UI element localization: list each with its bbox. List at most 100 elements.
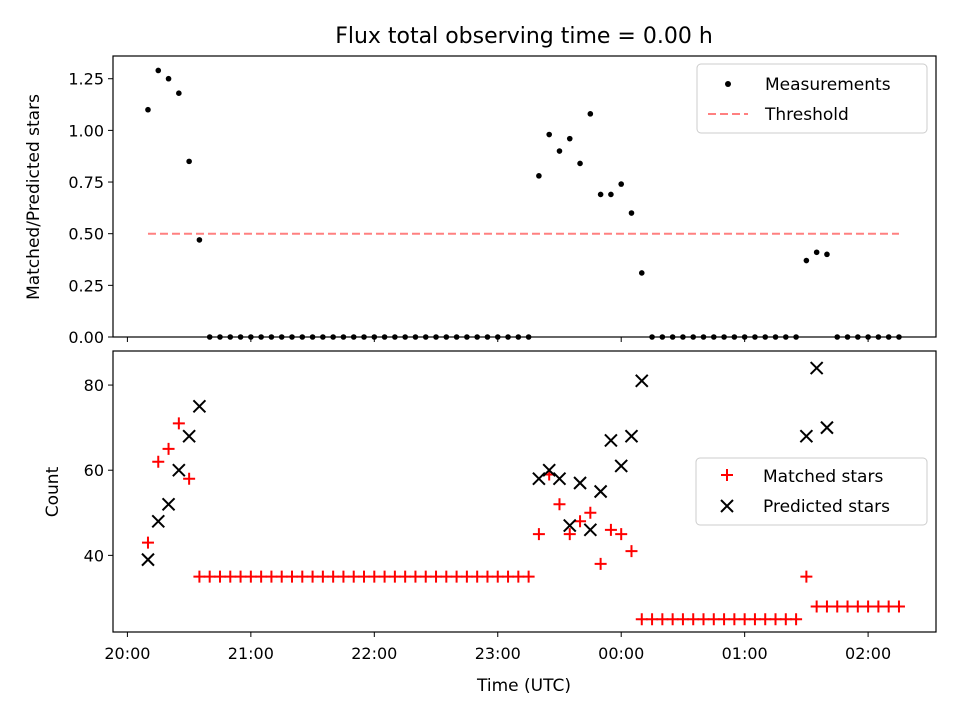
- matched-star-point: [800, 570, 813, 583]
- top-y-tick-label: 0.25: [68, 276, 104, 295]
- measurement-point: [546, 131, 552, 138]
- predicted-star-point: [614, 459, 628, 473]
- matched-star-point: [625, 545, 638, 558]
- bottom-x-tick-label: 20:00: [104, 644, 150, 663]
- top-y-tick-label: 0.00: [68, 328, 104, 347]
- matched-star-point: [419, 570, 432, 583]
- matched-star-point: [882, 600, 895, 613]
- bottom-y-tick-label: 60: [84, 461, 104, 480]
- matched-star-point: [707, 613, 720, 626]
- predicted-star-point: [192, 399, 207, 414]
- matched-star-point: [666, 613, 679, 626]
- predicted-star-point: [593, 484, 608, 499]
- matched-star-point: [532, 528, 545, 541]
- matched-star-point: [286, 570, 299, 583]
- legend-matched-label: Matched stars: [763, 467, 883, 487]
- matched-star-point: [275, 570, 288, 583]
- matched-star-point: [378, 570, 391, 583]
- matched-star-point: [358, 570, 371, 583]
- bottom-legend: Matched stars Predicted stars: [695, 457, 928, 526]
- measurement-point: [155, 67, 162, 74]
- top-y-axis-label: Matched/Predicted stars: [24, 94, 44, 300]
- matched-star-point: [553, 498, 566, 511]
- matched-star-point: [676, 613, 689, 626]
- matched-star-point: [337, 570, 350, 583]
- matched-star-point: [769, 613, 782, 626]
- predicted-star-point: [532, 472, 546, 486]
- matched-star-point: [265, 570, 278, 583]
- matched-star-point: [522, 570, 535, 583]
- top-axes-frame: [112, 55, 937, 338]
- bottom-axes-frame: [112, 350, 937, 633]
- predicted-star-point: [151, 514, 165, 529]
- matched-star-point: [810, 600, 823, 613]
- matched-star-point: [388, 570, 401, 583]
- matched-star-point: [316, 570, 329, 583]
- measurement-point: [824, 251, 830, 258]
- matched-star-point: [687, 613, 700, 626]
- matched-star-point: [141, 536, 154, 549]
- matched-star-point: [347, 570, 360, 583]
- count-points: [141, 361, 905, 626]
- predicted-star-point: [820, 420, 834, 435]
- matched-star-point: [296, 570, 309, 583]
- predicted-star-point: [141, 552, 155, 567]
- matched-star-point: [162, 442, 175, 455]
- matched-star-point: [841, 600, 854, 613]
- top-y-tick-label: 0.75: [68, 173, 104, 192]
- matched-star-point: [183, 472, 196, 485]
- top-legend: Measurements Threshold: [696, 63, 928, 134]
- matched-star-point: [203, 570, 216, 583]
- matched-star-point: [152, 455, 165, 468]
- bottom-x-tick-label: 22:00: [351, 644, 397, 663]
- matched-star-point: [790, 613, 803, 626]
- measurement-point: [608, 191, 614, 198]
- measurement-point: [165, 75, 172, 82]
- bottom-x-tick-label: 23:00: [475, 644, 521, 663]
- bottom-legend-box: [695, 457, 928, 526]
- predicted-star-point: [563, 518, 577, 533]
- matched-star-point: [615, 528, 628, 541]
- top-y-ticks: 0.00 0.25 0.50 0.75 1.00 1.25: [68, 70, 113, 347]
- measurement-point: [577, 160, 583, 167]
- top-y-tick-label: 0.50: [68, 225, 104, 244]
- bottom-y-tick-label: 40: [84, 546, 104, 565]
- chart-title: Flux total observing time = 0.00 h: [335, 24, 713, 49]
- predicted-star-point: [624, 429, 639, 443]
- predicted-star-point: [182, 429, 196, 443]
- predicted-star-point: [583, 523, 598, 537]
- matched-star-point: [224, 570, 237, 583]
- matched-star-point: [820, 600, 833, 613]
- matched-star-point: [430, 570, 443, 583]
- measurement-point: [145, 106, 151, 113]
- predicted-star-point: [573, 476, 587, 490]
- matched-star-point: [255, 570, 268, 583]
- matched-star-point: [872, 600, 885, 613]
- matched-star-point: [213, 570, 226, 583]
- bottom-y-tick-label: 80: [84, 376, 104, 395]
- legend-predicted-label: Predicted stars: [763, 497, 890, 517]
- matched-star-point: [646, 613, 659, 626]
- matched-star-point: [234, 570, 247, 583]
- predicted-star-point: [161, 497, 176, 511]
- matched-star-point: [656, 613, 669, 626]
- matched-star-point: [862, 600, 875, 613]
- matched-star-point: [450, 570, 463, 583]
- bottom-x-tick-label: 00:00: [598, 644, 644, 663]
- matched-star-point: [584, 506, 597, 519]
- matched-star-point: [759, 613, 772, 626]
- matched-star-point: [728, 613, 741, 626]
- bottom-y-ticks: 40 60 80: [84, 376, 113, 565]
- matched-star-point: [193, 570, 206, 583]
- measurement-point: [186, 158, 192, 165]
- top-panel: 0.00 0.25 0.50 0.75 1.00 1.25 Matched/Predict…: [24, 55, 937, 347]
- top-y-tick-label: 1.25: [68, 70, 104, 89]
- matched-star-point: [574, 515, 587, 528]
- matched-star-point: [491, 570, 504, 583]
- matched-star-point: [512, 570, 525, 583]
- predicted-star-point: [635, 374, 649, 388]
- bottom-x-tick-label: 02:00: [845, 644, 891, 663]
- measurement-point: [803, 257, 810, 264]
- top-y-tick-label: 1.00: [68, 121, 104, 140]
